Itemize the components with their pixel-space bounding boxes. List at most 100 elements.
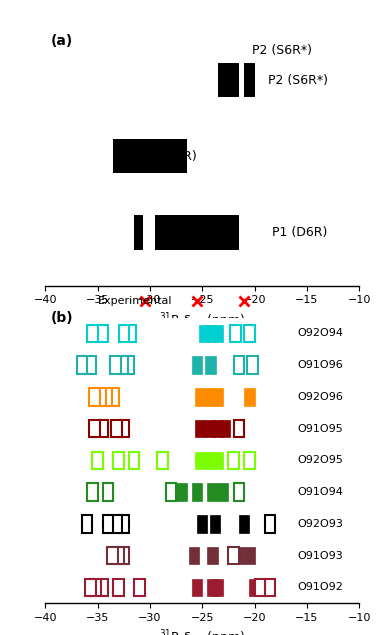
Bar [234,356,244,374]
Bar [157,451,168,469]
Bar [249,578,260,596]
Text: O91O95: O91O95 [297,424,343,434]
Bar [98,420,108,438]
Text: P2 (S6R*): P2 (S6R*) [268,74,328,86]
Bar [111,515,122,533]
Bar [103,515,113,533]
Bar [124,356,134,374]
Bar [244,388,254,406]
Bar [113,451,124,469]
Bar [205,324,216,342]
Bar [119,324,129,342]
Bar [98,324,108,342]
Bar [107,547,118,565]
Text: O92O93: O92O93 [297,519,343,529]
Bar [218,483,228,501]
Text: O92O95: O92O95 [297,455,343,465]
Bar [113,578,124,596]
Bar [85,356,96,374]
Text: P2 (S6R*): P2 (S6R*) [253,44,313,57]
Bar [208,483,218,501]
Bar [247,356,258,374]
Bar [213,324,223,342]
Text: O91O92: O91O92 [297,582,343,592]
Bar [197,515,208,533]
Text: O92O94: O92O94 [297,328,343,338]
Bar [82,515,93,533]
Bar [265,515,276,533]
Bar [110,356,121,374]
Bar [204,451,215,469]
Bar [192,578,202,596]
Bar [254,578,265,596]
Bar [87,324,98,342]
Bar [234,420,244,438]
Text: (b): (b) [51,311,73,325]
Bar [85,578,96,596]
Bar [119,515,129,533]
Bar [108,388,119,406]
Bar [244,324,254,342]
Bar [204,420,215,438]
Bar [119,547,129,565]
Bar [113,547,124,565]
Bar [231,324,241,342]
Bar [155,215,239,250]
Bar [92,451,103,469]
Text: O91O93: O91O93 [297,551,343,561]
Bar [189,547,199,565]
Bar [244,63,254,97]
Bar [204,388,215,406]
Bar [129,451,139,469]
Bar [220,420,231,438]
X-axis label: $^{31}$P $\delta_{iso}$ (ppm): $^{31}$P $\delta_{iso}$ (ppm) [159,629,245,635]
Bar [87,483,98,501]
Bar [176,483,186,501]
Text: O91O96: O91O96 [297,360,343,370]
Bar [96,388,106,406]
Bar [195,451,205,469]
Bar [126,324,136,342]
Bar [213,420,223,438]
Bar [195,388,205,406]
Bar [213,388,223,406]
Bar [234,547,244,565]
Bar [209,515,220,533]
Bar [192,483,202,501]
Bar [192,356,202,374]
Bar [244,547,254,565]
Bar [234,483,244,501]
Bar [77,356,87,374]
Bar [103,483,113,501]
Bar [89,388,100,406]
Bar [111,420,122,438]
Bar [239,515,249,533]
Bar [102,388,112,406]
Bar [265,578,276,596]
Text: O91O94: O91O94 [297,487,343,497]
Bar [213,451,223,469]
X-axis label: $^{31}$P $\delta_{iso}$ (ppm): $^{31}$P $\delta_{iso}$ (ppm) [159,311,245,331]
Text: O92O96: O92O96 [297,392,343,402]
Bar [134,578,145,596]
Text: (a): (a) [51,34,73,48]
Bar [113,139,186,173]
Text: Experimental: Experimental [98,296,172,306]
Bar [213,578,223,596]
Bar [89,420,100,438]
Bar [208,578,218,596]
Bar [244,451,254,469]
Bar [218,63,239,97]
Bar [134,215,143,250]
Bar [195,420,205,438]
Bar [199,324,209,342]
Bar [208,547,218,565]
Bar [98,578,108,596]
Bar [118,356,128,374]
Bar [228,451,239,469]
Text: P1 (D6R): P1 (D6R) [273,226,328,239]
Bar [90,578,101,596]
Bar [228,547,239,565]
Text: P2 (S6R): P2 (S6R) [143,150,197,163]
Bar [205,356,216,374]
